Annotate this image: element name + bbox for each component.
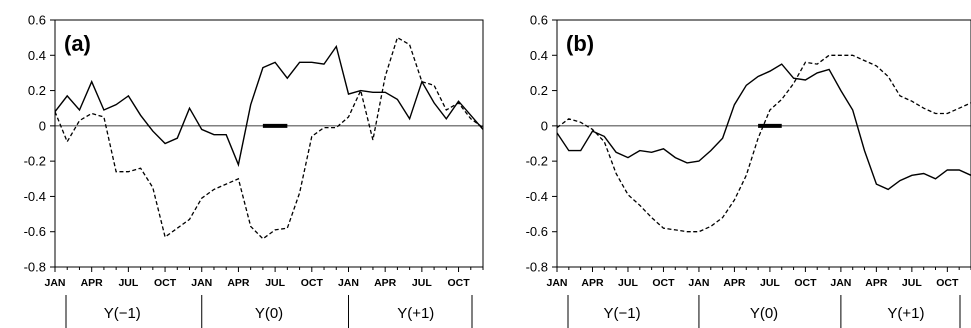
year-label: Y(+1) — [397, 305, 434, 322]
x-tick-label: APR — [227, 277, 250, 289]
year-label: Y(−1) — [604, 305, 641, 322]
y-tick-label: 0.4 — [530, 48, 548, 63]
x-tick-label: JAN — [830, 277, 851, 289]
x-tick-label: OCT — [936, 277, 959, 289]
y-tick-label: 0.6 — [530, 13, 548, 28]
x-tick-label: APR — [865, 277, 888, 289]
y-tick-label: 0.2 — [28, 83, 46, 98]
solid-series-line — [54, 44, 484, 168]
x-tick-label: JUL — [265, 277, 285, 289]
plot-frame — [54, 19, 484, 268]
y-tick-label: -0.8 — [526, 260, 548, 275]
x-tick-label: APR — [374, 277, 397, 289]
y-tick-label: -0.6 — [24, 224, 46, 239]
plot-frame — [556, 19, 971, 268]
panel-b: 0.6 0.4 0.2 0 -0.2 -0.4 -0.6 -0.8 JAN APR JUL OCT JA… — [526, 13, 971, 328]
x-tick-label: OCT — [652, 277, 675, 289]
y-tick-label: -0.2 — [526, 154, 548, 169]
y-tick-label: -0.8 — [24, 260, 46, 275]
x-tick-label: JAN — [191, 277, 212, 289]
solid-series-line — [556, 63, 971, 191]
panel-a: 0.6 0.4 0.2 0 -0.2 -0.4 -0.6 -0.8 JAN APR JUL OCT JA… — [24, 13, 484, 328]
x-tick-label: JUL — [902, 277, 922, 289]
x-tick-label: JAN — [338, 277, 359, 289]
y-tick-label: -0.2 — [24, 154, 46, 169]
y-tick-label: -0.4 — [526, 189, 548, 204]
x-tick-label: OCT — [154, 277, 177, 289]
x-tick-label: JUL — [618, 277, 638, 289]
dashed-series-line — [556, 54, 971, 233]
x-tick-label: JAN — [44, 277, 65, 289]
x-tick-label: JUL — [760, 277, 780, 289]
x-tick-label: JUL — [412, 277, 432, 289]
y-tick-label: 0.6 — [28, 13, 46, 28]
year-label: Y(0) — [255, 305, 283, 322]
x-tick-label: OCT — [794, 277, 817, 289]
panel-label: (b) — [566, 31, 594, 56]
panel-label: (a) — [64, 31, 91, 56]
y-tick-label: 0 — [39, 118, 46, 133]
x-tick-label: JUL — [118, 277, 138, 289]
x-tick-label: OCT — [447, 277, 470, 289]
x-tick-label: JAN — [688, 277, 709, 289]
y-tick-label: -0.4 — [24, 189, 46, 204]
x-tick-label: APR — [81, 277, 104, 289]
x-tick-label: APR — [723, 277, 746, 289]
y-tick-label: -0.6 — [526, 224, 548, 239]
year-label: Y(−1) — [104, 305, 141, 322]
x-tick-label: JAN — [546, 277, 567, 289]
x-tick-label: APR — [581, 277, 604, 289]
year-label: Y(0) — [750, 305, 778, 322]
x-tick-label: OCT — [301, 277, 324, 289]
dashed-series-line — [54, 36, 484, 240]
year-label: Y(+1) — [887, 305, 924, 322]
y-tick-label: 0.2 — [530, 83, 548, 98]
y-tick-label: 0 — [541, 118, 548, 133]
y-tick-label: 0.4 — [28, 48, 46, 63]
